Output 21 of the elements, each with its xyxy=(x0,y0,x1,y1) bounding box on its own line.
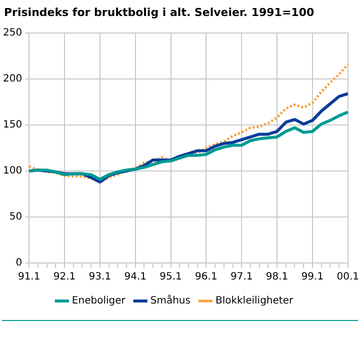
x-tick-label: 95.1 xyxy=(160,272,182,283)
x-tick-label: 97.1 xyxy=(230,272,253,283)
x-tick-label: 92.1 xyxy=(53,272,76,283)
x-tick-label: 99.1 xyxy=(301,272,324,283)
x-tick-label: 96.1 xyxy=(195,272,218,283)
y-tick-label: 100 xyxy=(2,166,22,177)
chart-title: Prisindeks for bruktbolig i alt. Selveier. 1991=100 xyxy=(4,6,314,19)
x-tick-label: 93.1 xyxy=(88,272,112,283)
line-series xyxy=(28,63,350,184)
x-tick-label: 94.1 xyxy=(124,272,146,283)
legend-label: Småhus xyxy=(150,294,190,307)
legend-label: Eneboliger xyxy=(72,296,126,307)
y-tick-label: 200 xyxy=(2,74,22,85)
y-tick-label: 250 xyxy=(2,28,22,39)
x-tick-label: 91.1 xyxy=(18,272,40,283)
x-tick-label: 98.1 xyxy=(266,272,288,283)
y-tick-label: 50 xyxy=(9,212,22,223)
x-tick-label: 00.1 xyxy=(336,272,359,283)
legend-label: Blokkleiligheter xyxy=(215,296,294,307)
y-tick-label: 150 xyxy=(2,120,22,131)
y-tick-label: 0 xyxy=(16,258,22,269)
